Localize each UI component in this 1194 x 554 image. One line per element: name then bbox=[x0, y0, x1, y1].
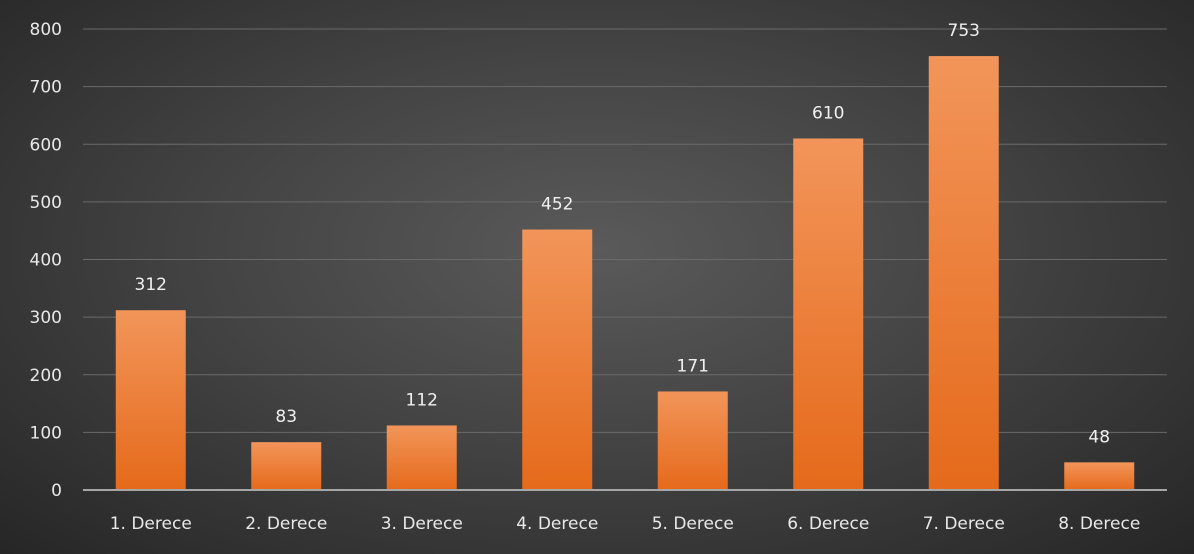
data-label: 452 bbox=[541, 195, 573, 215]
y-axis-tick-labels: 0 100 200 300 400 500 600 700 800 bbox=[30, 20, 62, 501]
bar bbox=[793, 138, 864, 491]
x-tick-label: 1. Derece bbox=[110, 514, 192, 534]
data-label: 610 bbox=[812, 103, 844, 123]
y-tick-label: 800 bbox=[30, 20, 62, 40]
bar bbox=[522, 229, 593, 490]
data-label: 48 bbox=[1088, 427, 1110, 447]
data-labels: 312 83 112 452 171 610 753 48 bbox=[135, 21, 1111, 447]
y-tick-label: 300 bbox=[30, 308, 62, 328]
y-tick-label: 400 bbox=[30, 251, 62, 271]
y-tick-label: 0 bbox=[51, 481, 62, 501]
x-axis-tick-labels: 1. Derece 2. Derece 3. Derece 4. Derece 5. D… bbox=[110, 514, 1141, 534]
y-tick-label: 100 bbox=[30, 423, 62, 443]
x-tick-label: 4. Derece bbox=[516, 514, 598, 534]
data-label: 112 bbox=[406, 390, 438, 410]
x-tick-label: 3. Derece bbox=[381, 514, 463, 534]
data-label: 171 bbox=[677, 356, 709, 376]
y-tick-label: 600 bbox=[30, 135, 62, 155]
bar bbox=[1064, 462, 1135, 490]
y-tick-label: 700 bbox=[30, 78, 62, 98]
x-tick-label: 7. Derece bbox=[923, 514, 1005, 534]
x-tick-label: 5. Derece bbox=[652, 514, 734, 534]
bar bbox=[928, 56, 999, 491]
bar bbox=[115, 310, 186, 490]
x-tick-label: 2. Derece bbox=[245, 514, 327, 534]
bar bbox=[386, 425, 457, 490]
x-tick-label: 8. Derece bbox=[1058, 514, 1140, 534]
bar bbox=[251, 442, 322, 490]
x-tick-label: 6. Derece bbox=[787, 514, 869, 534]
data-label: 753 bbox=[948, 21, 980, 41]
gridlines bbox=[83, 28, 1167, 433]
y-tick-label: 200 bbox=[30, 366, 62, 386]
data-label: 312 bbox=[135, 275, 167, 295]
y-tick-label: 500 bbox=[30, 193, 62, 213]
data-label: 83 bbox=[275, 407, 297, 427]
bar bbox=[657, 391, 728, 490]
bars bbox=[115, 56, 1135, 491]
